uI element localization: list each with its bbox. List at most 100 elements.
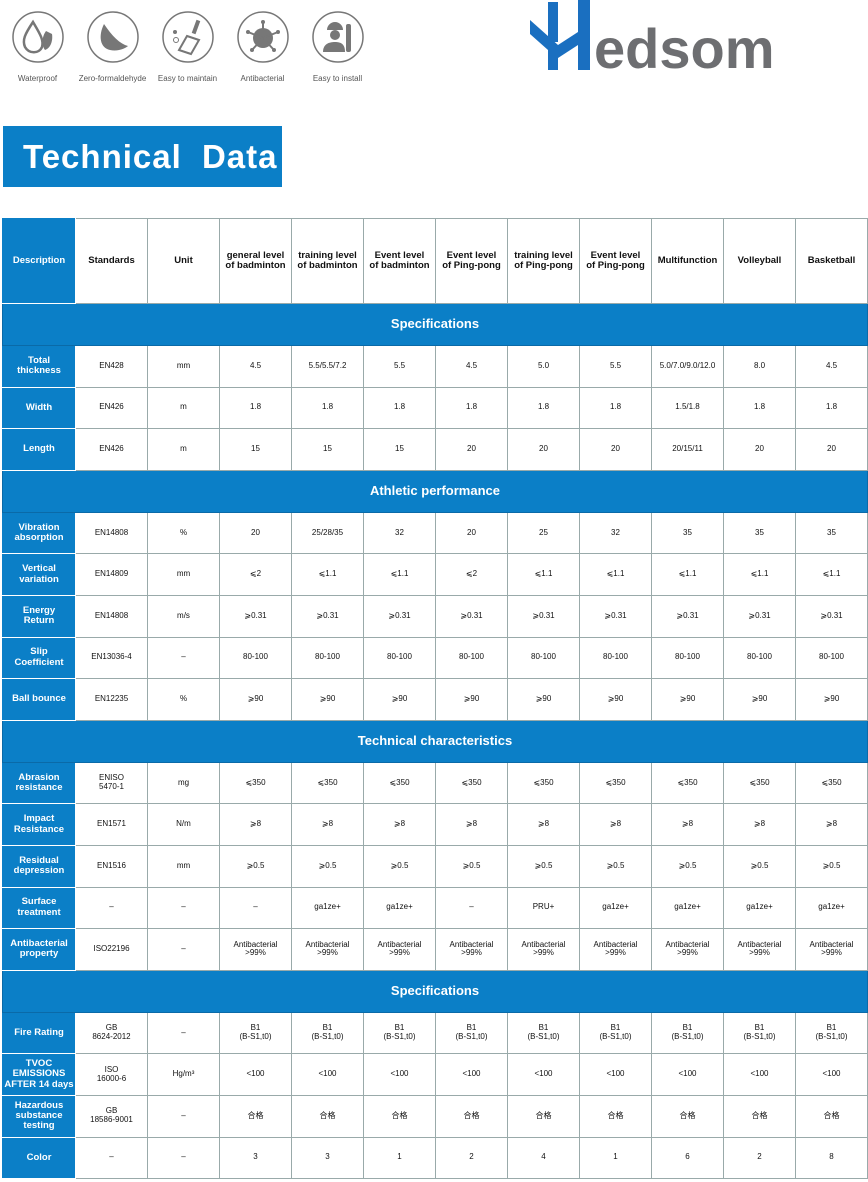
table-cell: 1.5/1.8	[651, 386, 724, 430]
table-cell: 15	[219, 428, 292, 471]
table-cell: ⩾90	[579, 678, 652, 721]
table-cell: B1 (B-S1,t0)	[291, 1011, 364, 1055]
row-label: Surface treatment	[2, 886, 76, 930]
table-cell: ⩽350	[795, 761, 868, 805]
table-cell: 80-100	[363, 636, 436, 680]
table-cell: ga1ze+	[579, 886, 652, 930]
table-cell: ⩾0.5	[363, 844, 436, 888]
table-cell: 20	[435, 511, 508, 555]
table-cell: 80-100	[651, 636, 724, 680]
table-cell: –	[75, 886, 148, 930]
table-cell: 4	[507, 1136, 580, 1180]
table-cell: ⩽350	[435, 761, 508, 805]
table-cell: %	[147, 678, 220, 721]
row-label: Slip Coefficient	[2, 636, 76, 680]
section-header-row: Technical characteristics	[2, 719, 868, 763]
table-cell: 1.8	[795, 386, 868, 430]
table-cell: 5.5	[579, 345, 652, 388]
table-cell: ⩾0.31	[579, 594, 652, 638]
table-cell: 5.5/5.5/7.2	[291, 345, 364, 388]
table-cell: 5.5	[363, 345, 436, 388]
table-row: Vertical variation EN14809 mm ⩽2 ⩽1.1 ⩽1.1 ⩽2 ⩽…	[2, 553, 868, 596]
table-row: Abrasion resistance ENISO 5470-1 mg ⩽350 ⩽35…	[2, 761, 868, 805]
table-cell: ⩾0.5	[579, 844, 652, 888]
row-label: Antibacterial property	[2, 928, 76, 971]
table-cell: –	[435, 886, 508, 930]
table-cell: ⩾0.5	[507, 844, 580, 888]
table-row: Total thickness EN428 mm 4.5 5.5/5.5/7.2 5.5 4…	[2, 345, 868, 388]
section-header-row: Athletic performance	[2, 469, 868, 513]
table-cell: <100	[651, 1053, 724, 1096]
table-cell: 4.5	[795, 345, 868, 388]
row-label: Hazardous substance testing	[2, 1094, 76, 1138]
table-cell: B1 (B-S1,t0)	[435, 1011, 508, 1055]
table-cell: 20	[435, 428, 508, 471]
svg-text:edsom: edsom	[594, 17, 775, 75]
water-drop-icon	[11, 11, 64, 63]
table-cell: EN13036-4	[75, 636, 148, 680]
table-cell: 合格	[507, 1094, 580, 1138]
table-cell: ⩽1.1	[795, 553, 868, 596]
table-cell: mg	[147, 761, 220, 805]
section-title: Athletic performance	[2, 469, 868, 513]
table-cell: 20	[579, 428, 652, 471]
table-cell: B1 (B-S1,t0)	[723, 1011, 796, 1055]
column-header: general level of badminton	[219, 218, 292, 304]
table-cell: ga1ze+	[723, 886, 796, 930]
table-cell: 1.8	[291, 386, 364, 430]
table-cell: 80-100	[219, 636, 292, 680]
table-cell: 1.8	[723, 386, 796, 430]
table-cell: Antibacterial >99%	[795, 928, 868, 971]
table-cell: ⩾0.31	[435, 594, 508, 638]
table-cell: Antibacterial >99%	[291, 928, 364, 971]
table-cell: ⩾0.31	[291, 594, 364, 638]
table-cell: EN1516	[75, 844, 148, 888]
table-cell: EN14809	[75, 553, 148, 596]
table-row: Impact Resistance EN1571 N/m ⩾8 ⩾8 ⩾8 ⩾8 ⩾8 ⩾8 ⩾8…	[2, 803, 868, 846]
table-cell: 合格	[723, 1094, 796, 1138]
table-cell: –	[147, 1094, 220, 1138]
table-cell: PRU+	[507, 886, 580, 930]
table-row: Slip Coefficient EN13036-4–80-100 80-100 80…	[2, 636, 868, 680]
leaf-icon	[86, 11, 139, 63]
table-cell: mm	[147, 844, 220, 888]
table-cell: EN426	[75, 386, 148, 430]
row-label: Ball bounce	[2, 678, 76, 721]
table-cell: ⩽1.1	[291, 553, 364, 596]
table-cell: ⩽350	[363, 761, 436, 805]
table-cell: 35	[723, 511, 796, 555]
table-cell: ⩾8	[219, 803, 292, 846]
feature-easy-install: Easy to install	[300, 10, 375, 83]
table-cell: 1	[579, 1136, 652, 1180]
table-cell: Antibacterial >99%	[363, 928, 436, 971]
table-row: Surface treatment – – – ga1ze+ ga1ze+ – PRU+ ga1…	[2, 886, 868, 930]
table-cell: 5.0/7.0/9.0/12.0	[651, 345, 724, 388]
table-cell: N/m	[147, 803, 220, 846]
row-label: Length	[2, 428, 76, 471]
table-cell: mm	[147, 345, 220, 388]
table-cell: ⩾0.5	[219, 844, 292, 888]
table-cell: ⩾0.31	[219, 594, 292, 638]
table-cell: 20	[795, 428, 868, 471]
table-cell: 1.8	[363, 386, 436, 430]
table-row: Energy Return EN14808 m/s ⩾0.31 ⩾0.31 ⩾0.31 ⩾0…	[2, 594, 868, 638]
table-cell: ⩾90	[651, 678, 724, 721]
table-cell: 20/15/11	[651, 428, 724, 471]
column-header: Event level of Ping-pong	[435, 218, 508, 304]
table-cell: B1 (B-S1,t0)	[579, 1011, 652, 1055]
table-cell: Antibacterial >99%	[723, 928, 796, 971]
table-cell: 8.0	[723, 345, 796, 388]
table-cell: <100	[435, 1053, 508, 1096]
table-row: Antibacterial property ISO22196– Antibacte…	[2, 928, 868, 971]
table-cell: B1 (B-S1,t0)	[363, 1011, 436, 1055]
table-row: TVOC EMISSIONS AFTER 14 days ISO 16000-6 H…	[2, 1053, 868, 1096]
table-cell: Antibacterial >99%	[435, 928, 508, 971]
table-cell: ISO22196	[75, 928, 148, 971]
table-cell: 4.5	[435, 345, 508, 388]
table-row: Vibration absorption EN14808% 20 25/28/35 32…	[2, 511, 868, 555]
table-cell: 35	[795, 511, 868, 555]
table-cell: B1 (B-S1,t0)	[795, 1011, 868, 1055]
table-cell: ⩾8	[651, 803, 724, 846]
table-cell: ⩾0.5	[723, 844, 796, 888]
table-row: Hazardous substance testing GB 18586-9001…	[2, 1094, 868, 1138]
